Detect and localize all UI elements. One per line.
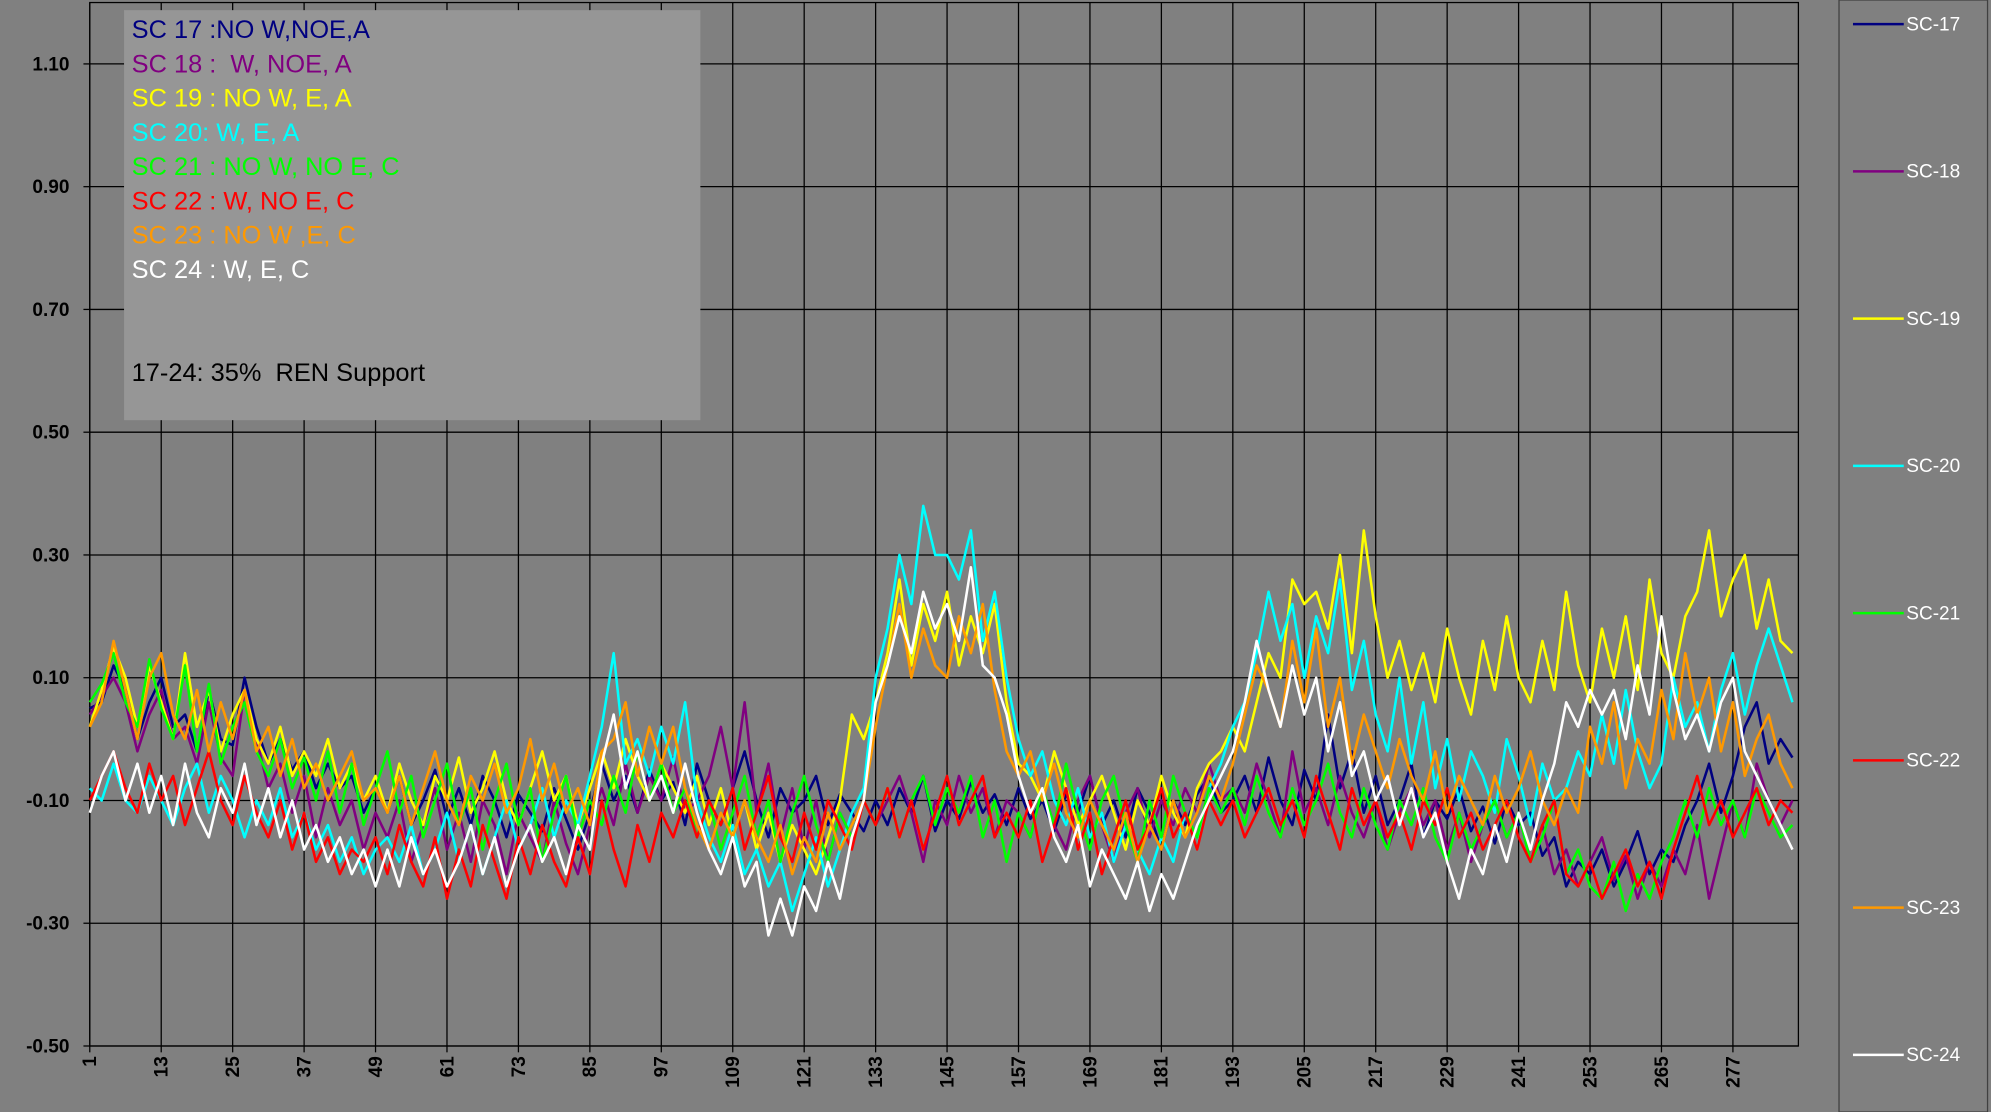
legend-label: SC-24 xyxy=(1906,1045,1960,1066)
y-tick-label: 0.90 xyxy=(32,177,69,198)
x-tick-label: 217 xyxy=(1366,1056,1387,1088)
series-line xyxy=(88,602,1794,876)
x-tick-label: 157 xyxy=(1009,1056,1030,1088)
x-tick-label: 205 xyxy=(1295,1056,1316,1088)
x-tick-label: 85 xyxy=(580,1056,601,1078)
x-tick-label: 25 xyxy=(223,1056,244,1078)
x-tick-label: 133 xyxy=(866,1056,887,1088)
series-line xyxy=(88,651,1794,913)
annotation: SC 22 : W, NO E, C xyxy=(132,187,355,215)
annotation: 17-24: 35% REN Support xyxy=(132,359,425,387)
series-line xyxy=(88,565,1794,937)
x-tick-label: 109 xyxy=(723,1056,744,1088)
x-tick-label: 73 xyxy=(509,1056,530,1077)
y-tick-label: 0.50 xyxy=(32,423,69,444)
x-tick-label: 241 xyxy=(1509,1056,1530,1088)
annotation: SC 20: W, E, A xyxy=(132,119,300,147)
series-line xyxy=(88,504,1794,913)
annotation: SC 23 : NO W ,E, C xyxy=(132,222,356,250)
x-tick-label: 253 xyxy=(1580,1056,1601,1088)
y-tick-label: 0.30 xyxy=(32,545,69,566)
x-tick-label: 1 xyxy=(80,1056,101,1067)
legend-label: SC-20 xyxy=(1906,456,1960,477)
y-tick-label: -0.30 xyxy=(26,914,69,935)
x-tick-label: 277 xyxy=(1723,1056,1744,1088)
annotations: SC 17 :NO W,NOE,A SC 18 : W, NOE, A SC 19 … xyxy=(132,16,425,387)
legend-label: SC-22 xyxy=(1906,751,1960,772)
annotation: SC 19 : NO W, E, A xyxy=(132,85,352,113)
x-tick-label: 181 xyxy=(1152,1056,1173,1088)
y-tick-label: 0.70 xyxy=(32,300,69,321)
annotation: SC 18 : W, NOE, A xyxy=(132,50,352,78)
x-tick-label: 61 xyxy=(437,1056,458,1078)
legend-label: SC-23 xyxy=(1906,898,1960,919)
legend-panel xyxy=(1838,0,1989,1112)
y-tick-label: 1.10 xyxy=(32,54,69,75)
y-tick-label: -0.10 xyxy=(26,791,69,812)
legend: SC-17 SC-18 SC-19 SC-20 SC-21 SC-22 SC-23 SC-24 xyxy=(1852,14,1961,1066)
legend-label: SC-17 xyxy=(1906,14,1960,35)
legend-label: SC-19 xyxy=(1906,309,1960,330)
annotation: SC 24 : W, E, C xyxy=(132,256,310,284)
x-tick-label: 49 xyxy=(366,1056,387,1077)
x-tick-label: 229 xyxy=(1437,1056,1458,1088)
annotation-box xyxy=(124,10,701,421)
lines xyxy=(88,504,1794,937)
y-tick-label: 0.10 xyxy=(32,668,69,689)
x-tick-label: 265 xyxy=(1652,1056,1673,1088)
legend-label: SC-21 xyxy=(1906,603,1960,624)
annotation: SC 17 :NO W,NOE,A xyxy=(132,16,370,44)
x-tick-label: 37 xyxy=(294,1056,315,1077)
x-tick-label: 97 xyxy=(652,1056,673,1077)
x-tick-label: 121 xyxy=(795,1056,816,1088)
legend-label: SC-18 xyxy=(1906,162,1960,183)
x-tick-label: 193 xyxy=(1223,1056,1244,1088)
annotation: SC 21 : NO W, NO E, C xyxy=(132,153,400,181)
x-tick-label: 13 xyxy=(152,1056,173,1077)
x-tick-label: 145 xyxy=(937,1056,958,1088)
y-tick-label: -0.50 xyxy=(26,1036,69,1057)
x-tick-label: 169 xyxy=(1080,1056,1101,1088)
axes: -0.50 -0.30 -0.10 0.10 0.30 0.50 0.70 0.90 1.10 1… xyxy=(26,54,1744,1088)
